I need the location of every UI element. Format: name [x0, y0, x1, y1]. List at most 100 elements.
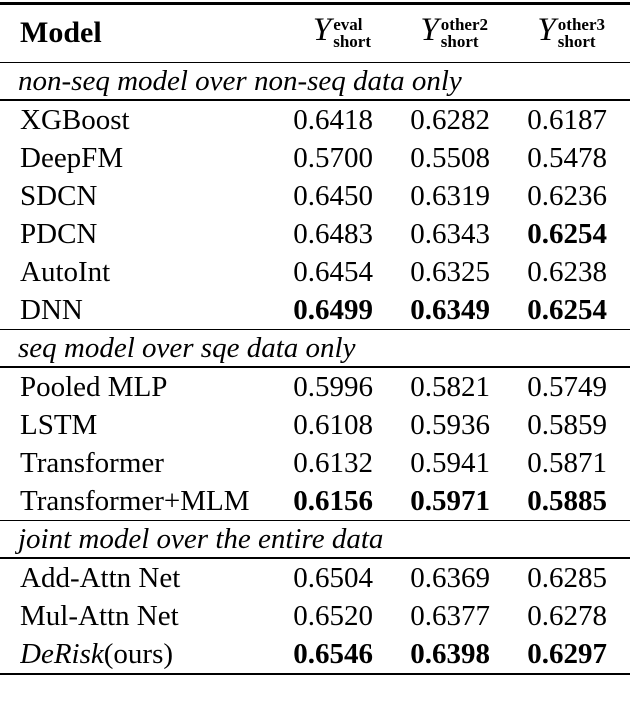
section-rule	[0, 99, 630, 101]
model-name: AutoInt	[20, 253, 256, 291]
header-rule	[0, 61, 630, 63]
metric-value: 0.6278	[527, 599, 607, 632]
metric-value: 0.6450	[293, 179, 373, 212]
metric-value: 0.6454	[293, 255, 373, 288]
model-name-text: LSTM	[20, 408, 98, 441]
section-rule	[0, 366, 630, 368]
model-name-text: Mul-Attn Net	[20, 599, 179, 632]
metric-superscript: other3	[557, 15, 605, 34]
metric-value: 0.5508	[410, 141, 490, 174]
column-header-metric-eval: Y eval short	[256, 11, 373, 53]
metric-value: 0.6418	[293, 103, 373, 136]
metric-value-best: 0.5971	[410, 484, 490, 517]
metric-value: 0.6325	[410, 255, 490, 288]
metric-superscript: eval	[333, 15, 363, 34]
model-name: Mul-Attn Net	[20, 597, 256, 635]
model-name: SDCN	[20, 177, 256, 215]
metric-value-best: 0.6398	[410, 637, 490, 670]
table-row-mul-attn: Mul-Attn Net 0.6520 0.6377 0.6278	[0, 597, 630, 635]
table-row-transformer: Transformer 0.6132 0.5941 0.5871	[0, 444, 630, 482]
model-name-suffix: (ours)	[103, 637, 174, 670]
table-header-row: Model Y eval short Y other2 short Y othe…	[0, 5, 630, 62]
metric-value: 0.5749	[527, 370, 607, 403]
column-header-metric-other3: Y other3 short	[490, 11, 607, 53]
table-row-derisk: DeRisk(ours) 0.6546 0.6398 0.6297	[0, 635, 630, 673]
table-row-dnn: DNN 0.6499 0.6349 0.6254	[0, 291, 630, 329]
metric-value-best: 0.6499	[293, 293, 373, 326]
metric-value: 0.6132	[293, 446, 373, 479]
metric-value: 0.6285	[527, 561, 607, 594]
metric-scripts: eval short	[333, 16, 371, 50]
model-name: Pooled MLP	[20, 368, 256, 406]
metric-value: 0.6343	[410, 217, 490, 250]
metric-value-best: 0.5885	[527, 484, 607, 517]
model-name-text: Transformer	[20, 446, 164, 479]
metric-value: 0.5700	[293, 141, 373, 174]
metric-value: 0.6483	[293, 217, 373, 250]
script-y-symbol: Y	[312, 11, 332, 48]
metric-value: 0.5859	[527, 408, 607, 441]
metric-value: 0.5871	[527, 446, 607, 479]
model-name: Add-Attn Net	[20, 559, 256, 597]
metric-value: 0.5996	[293, 370, 373, 403]
model-name-text: Transformer+MLM	[20, 484, 250, 517]
model-name-text: DeepFM	[20, 141, 124, 174]
script-y-symbol: Y	[537, 11, 556, 48]
model-name: DNN	[20, 291, 256, 329]
table-row-autoint: AutoInt 0.6454 0.6325 0.6238	[0, 253, 630, 291]
metric-value: 0.6319	[410, 179, 490, 212]
metric-value: 0.6520	[293, 599, 373, 632]
model-name-text: AutoInt	[20, 255, 111, 288]
table-row-transformer-mlm: Transformer+MLM 0.6156 0.5971 0.5885	[0, 482, 630, 520]
section-header-joint: joint model over the entire data	[18, 523, 384, 555]
model-name: XGBoost	[20, 101, 256, 139]
script-y-symbol: Y	[420, 11, 439, 48]
metric-value: 0.5936	[410, 408, 490, 441]
metric-value: 0.6504	[293, 561, 373, 594]
model-name-text: SDCN	[20, 179, 98, 212]
column-header-model: Model	[20, 16, 102, 49]
table-row-pooled-mlp: Pooled MLP 0.5996 0.5821 0.5749	[0, 368, 630, 406]
metric-value-best: 0.6546	[293, 637, 373, 670]
table-row-sdcn: SDCN 0.6450 0.6319 0.6236	[0, 177, 630, 215]
section-header-seq: seq model over sqe data only	[18, 332, 356, 364]
metric-value-best: 0.6349	[410, 293, 490, 326]
model-name: PDCN	[20, 215, 256, 253]
table-row-lstm: LSTM 0.6108 0.5936 0.5859	[0, 406, 630, 444]
model-name-text: DNN	[20, 293, 83, 326]
metric-value-best: 0.6254	[527, 217, 607, 250]
model-name: LSTM	[20, 406, 256, 444]
table-row-xgboost: XGBoost 0.6418 0.6282 0.6187	[0, 101, 630, 139]
metric-value-best: 0.6297	[527, 637, 607, 670]
model-name-text: XGBoost	[20, 103, 130, 136]
model-name: Transformer	[20, 444, 256, 482]
metric-value: 0.5821	[410, 370, 490, 403]
metric-value: 0.6236	[527, 179, 607, 212]
metric-value: 0.6369	[410, 561, 490, 594]
section-rule	[0, 557, 630, 559]
metric-value: 0.5478	[527, 141, 607, 174]
table-row-deepfm: DeepFM 0.5700 0.5508 0.5478	[0, 139, 630, 177]
metric-value: 0.6282	[410, 103, 490, 136]
column-header-metric-other2: Y other2 short	[373, 11, 490, 53]
metric-value: 0.6187	[527, 103, 607, 136]
section-rule	[0, 328, 630, 330]
metric-value: 0.6108	[293, 408, 373, 441]
metric-superscript: other2	[440, 15, 488, 34]
table-row-pdcn: PDCN 0.6483 0.6343 0.6254	[0, 215, 630, 253]
metric-value: 0.6377	[410, 599, 490, 632]
metric-subscript: short	[557, 32, 596, 51]
model-name: DeRisk(ours)	[20, 635, 256, 673]
model-name-text: PDCN	[20, 217, 98, 250]
metric-value-best: 0.6254	[527, 293, 607, 326]
metric-scripts: other3 short	[558, 16, 605, 50]
table-row-add-attn: Add-Attn Net 0.6504 0.6369 0.6285	[0, 559, 630, 597]
model-name-text: Add-Attn Net	[20, 561, 181, 594]
model-name: Transformer+MLM	[20, 482, 256, 520]
metric-subscript: short	[333, 32, 371, 51]
model-name: DeepFM	[20, 139, 256, 177]
model-name-text: Pooled MLP	[20, 370, 168, 403]
section-rule	[0, 519, 630, 521]
metric-subscript: short	[440, 32, 479, 51]
